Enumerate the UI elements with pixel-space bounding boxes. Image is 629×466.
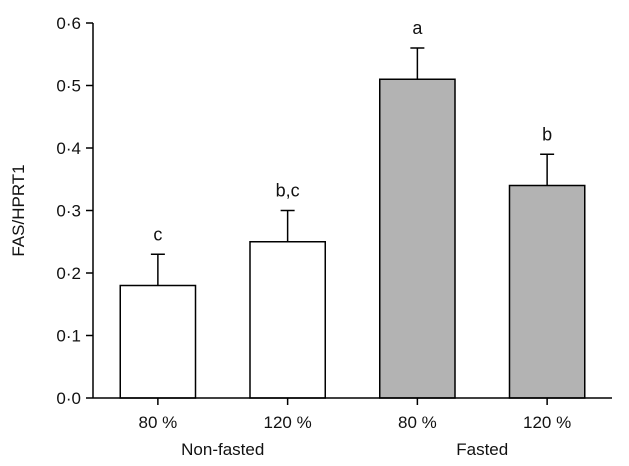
- significance-label: c: [153, 224, 162, 244]
- bar: [249, 241, 327, 399]
- y-tick-label: 0·3: [56, 202, 81, 221]
- group-label: Non-fasted: [181, 440, 264, 459]
- bar: [119, 284, 197, 399]
- y-tick-label: 0·0: [56, 389, 81, 408]
- y-tick-label: 0·4: [56, 139, 81, 158]
- x-tick-label: 80 %: [398, 413, 437, 432]
- group-label: Fasted: [456, 440, 508, 459]
- y-axis-label: FAS/HPRT1: [9, 164, 28, 256]
- bars: c b,c a b: [119, 18, 586, 399]
- y-tick-label: 0·6: [56, 14, 81, 33]
- bar: [378, 78, 456, 399]
- y-axis: 0·0 0·1 0·2 0·3 0·4 0·5 0·6: [56, 14, 94, 408]
- x-tick-label: 120 %: [523, 413, 571, 432]
- significance-label: b,c: [276, 181, 300, 201]
- x-tick-label: 120 %: [264, 413, 312, 432]
- y-tick-label: 0·5: [56, 77, 81, 96]
- bar: [508, 184, 586, 399]
- x-axis: 80 % 120 % 80 % 120 %Non-fasted Fasted: [93, 397, 612, 459]
- significance-label: a: [412, 18, 423, 38]
- y-tick-label: 0·1: [56, 327, 81, 346]
- y-tick-label: 0·2: [56, 264, 81, 283]
- x-tick-label: 80 %: [139, 413, 178, 432]
- significance-label: b: [542, 124, 552, 144]
